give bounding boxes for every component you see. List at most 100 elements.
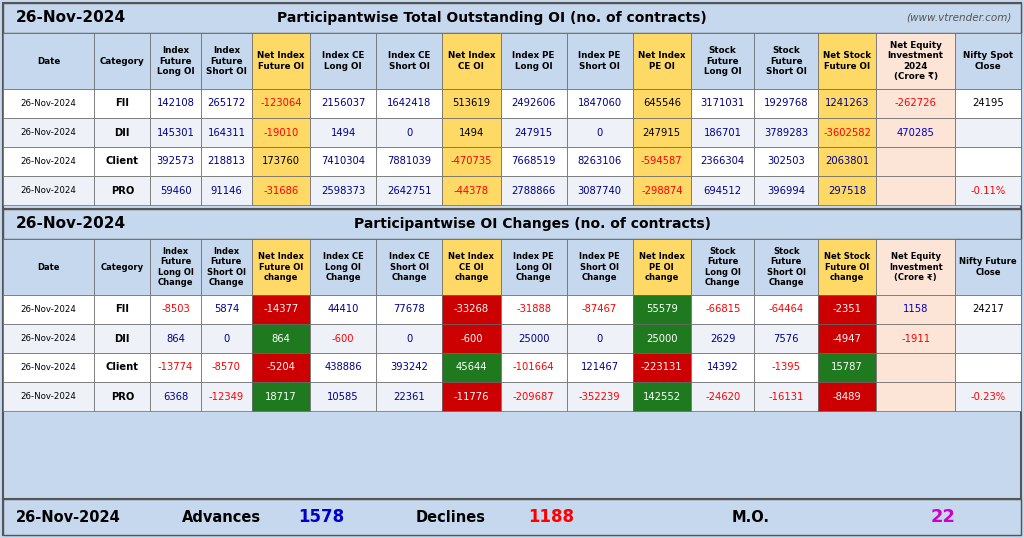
Text: Net Equity
Investment
2024
(Crore ₹): Net Equity Investment 2024 (Crore ₹) xyxy=(888,41,944,81)
Text: Index
Future
Long OI
Change: Index Future Long OI Change xyxy=(158,247,194,287)
Text: Index CE
Short OI: Index CE Short OI xyxy=(388,52,430,70)
Bar xyxy=(955,295,1021,324)
Text: Index PE
Short OI: Index PE Short OI xyxy=(579,52,621,70)
Text: -0.23%: -0.23% xyxy=(971,392,1006,401)
Bar xyxy=(310,382,376,411)
Bar xyxy=(310,118,376,147)
Text: -0.11%: -0.11% xyxy=(971,186,1006,195)
Bar xyxy=(201,382,252,411)
Text: Net Index
Future OI: Net Index Future OI xyxy=(257,52,305,70)
Text: -12349: -12349 xyxy=(209,392,244,401)
Bar xyxy=(691,33,755,89)
Text: Net Stock
Future OI
change: Net Stock Future OI change xyxy=(824,252,870,281)
Text: Date: Date xyxy=(37,56,60,66)
Bar xyxy=(955,118,1021,147)
Text: Advances: Advances xyxy=(181,509,260,525)
Bar xyxy=(877,147,955,176)
Bar xyxy=(94,239,151,295)
Text: 5874: 5874 xyxy=(214,305,239,315)
Bar xyxy=(151,33,201,89)
Text: -5204: -5204 xyxy=(266,363,295,372)
Bar xyxy=(151,147,201,176)
Bar xyxy=(691,324,755,353)
Text: 77678: 77678 xyxy=(393,305,425,315)
Text: Date: Date xyxy=(38,263,60,272)
Bar xyxy=(151,353,201,382)
Text: Index CE
Short OI
Change: Index CE Short OI Change xyxy=(389,252,429,281)
Text: Net Index
PE OI
change: Net Index PE OI change xyxy=(639,252,685,281)
Text: 2156037: 2156037 xyxy=(321,98,366,109)
Text: PRO: PRO xyxy=(111,186,134,195)
Text: 247915: 247915 xyxy=(514,128,553,138)
Text: 0: 0 xyxy=(407,334,413,343)
Text: 14392: 14392 xyxy=(707,363,738,372)
Bar xyxy=(252,382,310,411)
Text: 91146: 91146 xyxy=(211,186,243,195)
Text: -470735: -470735 xyxy=(451,157,493,166)
Bar xyxy=(442,382,501,411)
Text: 142552: 142552 xyxy=(643,392,681,401)
Bar xyxy=(955,176,1021,205)
Bar xyxy=(691,295,755,324)
Text: -4947: -4947 xyxy=(833,334,861,343)
Text: 6368: 6368 xyxy=(163,392,188,401)
Bar xyxy=(442,89,501,118)
Bar xyxy=(818,353,877,382)
Text: 7410304: 7410304 xyxy=(322,157,366,166)
Text: 59460: 59460 xyxy=(160,186,191,195)
Bar xyxy=(633,118,691,147)
Text: -24620: -24620 xyxy=(706,392,740,401)
Text: 1929768: 1929768 xyxy=(764,98,808,109)
Text: Index PE
Short OI
Change: Index PE Short OI Change xyxy=(580,252,620,281)
Bar xyxy=(755,353,818,382)
Bar xyxy=(201,239,252,295)
Text: -33268: -33268 xyxy=(454,305,488,315)
Text: 2788866: 2788866 xyxy=(511,186,556,195)
Text: (www.vtrender.com): (www.vtrender.com) xyxy=(906,13,1012,23)
Text: 1494: 1494 xyxy=(459,128,484,138)
Bar xyxy=(501,382,566,411)
Text: 26-Nov-2024: 26-Nov-2024 xyxy=(20,392,77,401)
Bar xyxy=(310,33,376,89)
Bar xyxy=(252,353,310,382)
Bar xyxy=(818,176,877,205)
Text: 2642751: 2642751 xyxy=(387,186,431,195)
Bar xyxy=(94,176,151,205)
Text: Net Index
CE OI
change: Net Index CE OI change xyxy=(449,252,495,281)
Bar xyxy=(955,239,1021,295)
Text: 645546: 645546 xyxy=(643,98,681,109)
Bar xyxy=(818,33,877,89)
Bar xyxy=(252,118,310,147)
Text: 2492606: 2492606 xyxy=(511,98,556,109)
Bar xyxy=(151,239,201,295)
Text: 22: 22 xyxy=(931,508,955,526)
Bar xyxy=(501,89,566,118)
Bar xyxy=(94,382,151,411)
Text: -600: -600 xyxy=(332,334,354,343)
Text: -1395: -1395 xyxy=(772,363,801,372)
Text: 15787: 15787 xyxy=(831,363,863,372)
Bar xyxy=(442,33,501,89)
Text: -3602582: -3602582 xyxy=(823,128,871,138)
Bar xyxy=(633,324,691,353)
Bar xyxy=(201,353,252,382)
Text: 1241263: 1241263 xyxy=(825,98,869,109)
Bar xyxy=(501,176,566,205)
Text: 1494: 1494 xyxy=(331,128,355,138)
Bar xyxy=(376,33,442,89)
Bar xyxy=(633,89,691,118)
Bar xyxy=(818,239,877,295)
Bar xyxy=(252,176,310,205)
Text: 24195: 24195 xyxy=(972,98,1004,109)
Text: Participantwise Total Outstanding OI (no. of contracts): Participantwise Total Outstanding OI (no… xyxy=(276,11,707,25)
Bar xyxy=(818,147,877,176)
Text: 44410: 44410 xyxy=(328,305,358,315)
Text: 26-Nov-2024: 26-Nov-2024 xyxy=(20,305,77,314)
Text: -123064: -123064 xyxy=(260,98,302,109)
Text: -298874: -298874 xyxy=(641,186,683,195)
Text: -600: -600 xyxy=(460,334,482,343)
Text: 26-Nov-2024: 26-Nov-2024 xyxy=(15,509,121,525)
Bar xyxy=(310,89,376,118)
Text: 1578: 1578 xyxy=(298,508,344,526)
Bar xyxy=(94,353,151,382)
